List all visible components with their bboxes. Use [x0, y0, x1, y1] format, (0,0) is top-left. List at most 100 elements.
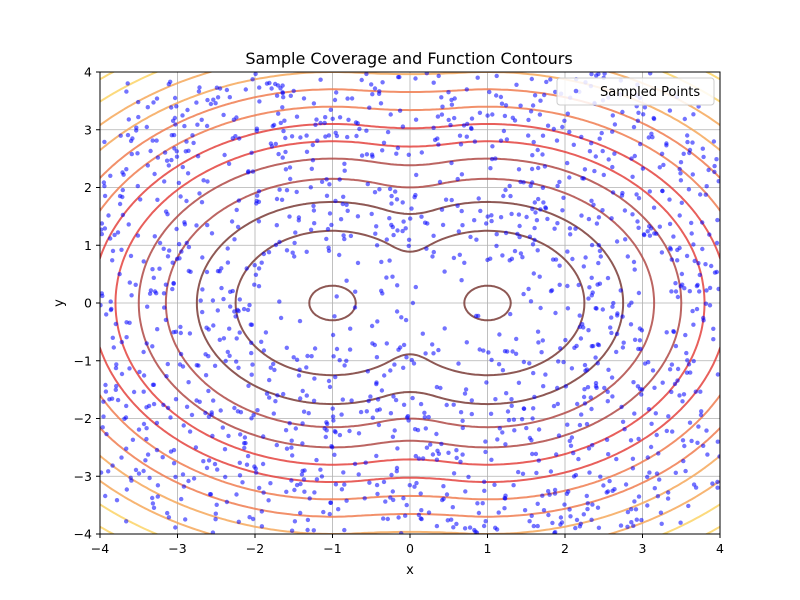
- sample-point: [352, 305, 358, 310]
- sample-point: [516, 167, 522, 172]
- sample-point: [593, 154, 598, 159]
- sample-point: [502, 349, 508, 354]
- sample-point: [441, 496, 446, 501]
- sample-point: [273, 242, 279, 248]
- sample-point: [503, 230, 509, 236]
- sample-point: [227, 326, 232, 331]
- sample-point: [565, 160, 570, 166]
- sample-point: [434, 431, 439, 437]
- sample-point: [569, 435, 575, 440]
- sample-point: [463, 489, 468, 494]
- sample-point: [369, 323, 375, 329]
- sample-point: [393, 189, 398, 194]
- sample-point: [100, 425, 105, 430]
- sample-point: [678, 520, 683, 525]
- sample-point: [667, 221, 673, 227]
- sample-point: [682, 443, 687, 449]
- sample-point: [711, 337, 716, 342]
- sample-point: [194, 363, 199, 368]
- sample-point: [322, 120, 327, 126]
- sample-point: [431, 249, 436, 255]
- sample-point: [517, 234, 522, 240]
- sample-point: [531, 139, 536, 145]
- sample-point: [326, 378, 332, 384]
- sample-point: [171, 447, 177, 453]
- sample-point: [472, 218, 477, 223]
- sample-point: [533, 451, 539, 457]
- sample-point: [480, 501, 485, 506]
- sample-point: [136, 471, 142, 476]
- sample-point: [232, 405, 237, 411]
- sample-point: [221, 336, 227, 341]
- sample-point: [483, 439, 488, 444]
- sample-point: [581, 394, 587, 400]
- sample-point: [629, 300, 634, 305]
- sample-point: [424, 445, 430, 450]
- sample-point: [443, 197, 449, 202]
- sample-point: [515, 231, 520, 237]
- sample-point: [257, 85, 262, 90]
- sample-point: [488, 411, 494, 416]
- sample-point: [473, 529, 478, 534]
- sample-point: [512, 428, 517, 433]
- sample-point: [594, 73, 599, 78]
- sample-point: [155, 155, 161, 160]
- sample-point: [424, 246, 429, 251]
- sample-point: [224, 499, 230, 505]
- y-tick-label-1: −3: [74, 469, 92, 484]
- sample-point: [530, 451, 535, 457]
- sample-point: [353, 289, 358, 294]
- sample-point: [464, 134, 469, 139]
- sample-point: [707, 232, 712, 237]
- x-tick-label-8: 4: [716, 541, 724, 556]
- sample-point: [109, 306, 114, 312]
- sample-point: [438, 385, 443, 391]
- sample-point: [305, 353, 310, 359]
- sample-point: [384, 275, 389, 280]
- sample-point: [407, 483, 412, 488]
- sample-point: [680, 438, 686, 443]
- sample-point: [595, 505, 601, 510]
- sample-point: [412, 484, 417, 489]
- sample-point: [493, 156, 498, 161]
- sample-point: [581, 176, 586, 181]
- sample-point: [585, 385, 591, 390]
- sample-point: [154, 420, 160, 426]
- sample-point: [102, 226, 108, 231]
- sample-point: [292, 487, 297, 493]
- sample-point: [678, 171, 683, 176]
- sample-point: [641, 112, 646, 117]
- sample-point: [529, 76, 534, 82]
- sample-point: [331, 418, 336, 423]
- sample-point: [436, 142, 441, 147]
- sample-point: [102, 183, 107, 189]
- sample-point: [501, 128, 507, 134]
- sample-point: [629, 520, 634, 525]
- sample-point: [206, 388, 211, 394]
- sample-point: [210, 298, 216, 303]
- sample-point: [513, 351, 519, 356]
- sample-point: [394, 309, 400, 314]
- sample-point: [155, 494, 160, 499]
- sample-point: [388, 368, 393, 373]
- sample-point: [536, 340, 541, 345]
- sample-point: [672, 381, 678, 387]
- sample-point: [530, 180, 535, 185]
- sample-point: [327, 211, 333, 216]
- sample-point: [318, 120, 323, 126]
- sample-point: [277, 299, 282, 304]
- sample-point: [546, 489, 551, 494]
- sample-point: [531, 271, 536, 276]
- sample-point: [236, 198, 242, 203]
- sample-point: [325, 421, 330, 427]
- sample-point: [486, 350, 491, 355]
- sample-point: [395, 446, 400, 451]
- sample-point: [707, 285, 713, 291]
- sample-point: [151, 275, 156, 280]
- sample-point: [173, 525, 178, 530]
- sample-point: [633, 507, 639, 512]
- sample-point: [242, 445, 247, 451]
- sample-point: [659, 250, 665, 255]
- sample-point: [204, 123, 210, 129]
- sample-point: [410, 300, 416, 306]
